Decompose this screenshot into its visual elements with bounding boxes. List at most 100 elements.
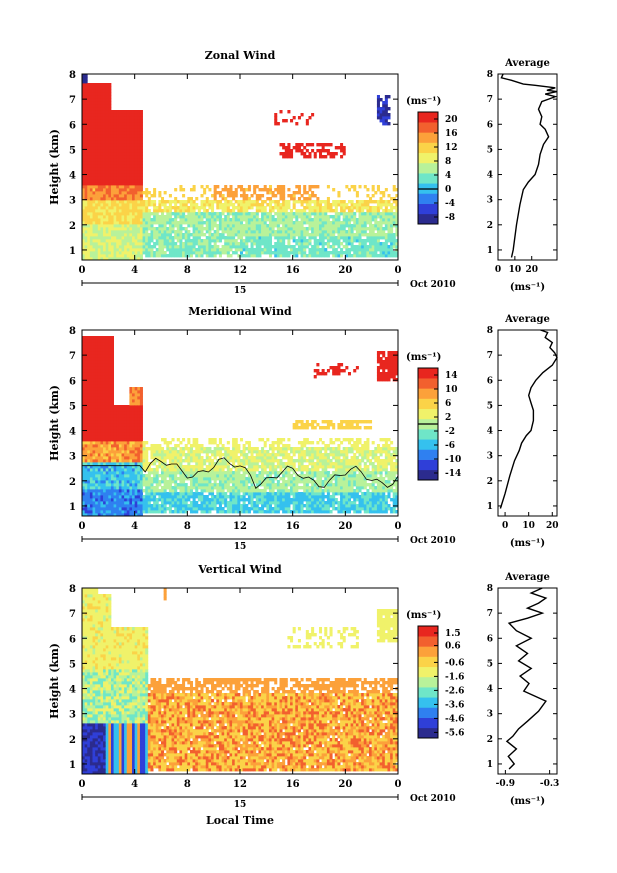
zonal-cell <box>390 245 394 249</box>
zonal-cell <box>305 218 309 222</box>
zonal-cell <box>139 140 143 144</box>
meridional-cell <box>132 459 136 463</box>
meridional-cell <box>100 390 104 394</box>
zonal-cell <box>276 242 280 246</box>
meridional-cell <box>153 504 157 508</box>
zonal-cell <box>100 236 104 240</box>
zonal-cell <box>84 125 88 129</box>
zonal-cell <box>300 236 304 240</box>
zonal-cell <box>237 242 241 246</box>
meridional-cell <box>95 405 99 409</box>
zonal-cell <box>382 212 386 216</box>
zonal-cell <box>134 164 138 168</box>
meridional-cell <box>153 471 157 475</box>
zonal-cell <box>195 203 199 207</box>
zonal-cell <box>116 122 120 126</box>
meridional-cell <box>139 513 143 517</box>
zonal-cell <box>82 83 86 87</box>
zonal-cell <box>300 203 304 207</box>
zonal-cell <box>139 110 143 114</box>
meridional-cell <box>163 462 167 466</box>
zonal-cell <box>179 188 183 192</box>
zonal-cell <box>129 212 133 216</box>
meridional-cell <box>118 429 122 433</box>
zonal-cell <box>205 251 209 255</box>
zonal-cell <box>84 152 88 156</box>
zonal-cell <box>268 245 272 249</box>
meridional-cell <box>87 456 91 460</box>
meridional-cell <box>118 444 122 448</box>
meridional-cell <box>163 510 167 514</box>
zonal-cell <box>300 230 304 234</box>
zonal-cell <box>290 212 294 216</box>
meridional-cell <box>105 417 109 421</box>
zonal-cell <box>308 206 312 210</box>
zonal-cell <box>224 206 228 210</box>
zonal-cell <box>250 194 254 198</box>
zonal-cell <box>242 197 246 201</box>
meridional-cell <box>208 477 212 481</box>
zonal-cell <box>200 206 204 210</box>
meridional-cell <box>134 396 138 400</box>
zonal-cell <box>300 209 304 213</box>
meridional-cell <box>142 501 146 505</box>
meridional-cell <box>166 453 170 457</box>
zonal-cell <box>297 236 301 240</box>
zonal-cell <box>182 236 186 240</box>
meridional-cell <box>205 468 209 472</box>
meridional-cell <box>129 456 133 460</box>
meridional-cell <box>155 498 159 502</box>
meridional-cell <box>147 468 151 472</box>
zonal-cell <box>92 251 96 255</box>
meridional-cell <box>145 459 149 463</box>
meridional-cell <box>105 414 109 418</box>
zonal-cell <box>132 182 136 186</box>
zonal-cell <box>108 95 112 99</box>
zonal-cell <box>276 254 280 258</box>
meridional-cell <box>82 501 86 505</box>
meridional-cell <box>176 486 180 490</box>
zonal-cell <box>132 140 136 144</box>
zonal-cell <box>303 248 307 252</box>
meridional-cell <box>95 414 99 418</box>
meridional-cell <box>87 486 91 490</box>
meridional-cell <box>108 354 112 358</box>
zonal-cell <box>108 242 112 246</box>
zonal-cell <box>97 110 101 114</box>
meridional-cell <box>126 474 130 478</box>
zonal-cell <box>271 251 275 255</box>
zonal-cell <box>316 200 320 204</box>
zonal-cell <box>92 101 96 105</box>
zonal-cell <box>287 212 291 216</box>
zonal-cell <box>347 224 351 228</box>
meridional-cell <box>158 507 162 511</box>
zonal-cell <box>303 221 307 225</box>
zonal-cell <box>305 221 309 225</box>
zonal-cell <box>311 149 315 153</box>
zonal-cell <box>374 212 378 216</box>
zonal-cell <box>134 167 138 171</box>
zonal-cell <box>292 233 296 237</box>
zonal-cell <box>121 188 125 192</box>
meridional-cell <box>189 453 193 457</box>
zonal-ytick-label: 3 <box>69 196 76 207</box>
zonal-cell <box>103 209 107 213</box>
zonal-cell <box>168 233 172 237</box>
meridional-cell <box>129 429 133 433</box>
zonal-cell <box>139 113 143 117</box>
zonal-cell <box>350 203 354 207</box>
zonal-cell <box>126 248 130 252</box>
meridional-cell <box>110 354 114 358</box>
meridional-cell <box>92 495 96 499</box>
zonal-cell <box>108 218 112 222</box>
meridional-cell <box>182 465 186 469</box>
meridional-cell <box>192 459 196 463</box>
meridional-cell <box>118 468 122 472</box>
zonal-cell <box>258 251 262 255</box>
meridional-cell <box>139 471 143 475</box>
zonal-cell <box>100 161 104 165</box>
meridional-cell <box>137 507 141 511</box>
zonal-cell <box>100 149 104 153</box>
zonal-cell <box>308 242 312 246</box>
zonal-cell <box>121 197 125 201</box>
